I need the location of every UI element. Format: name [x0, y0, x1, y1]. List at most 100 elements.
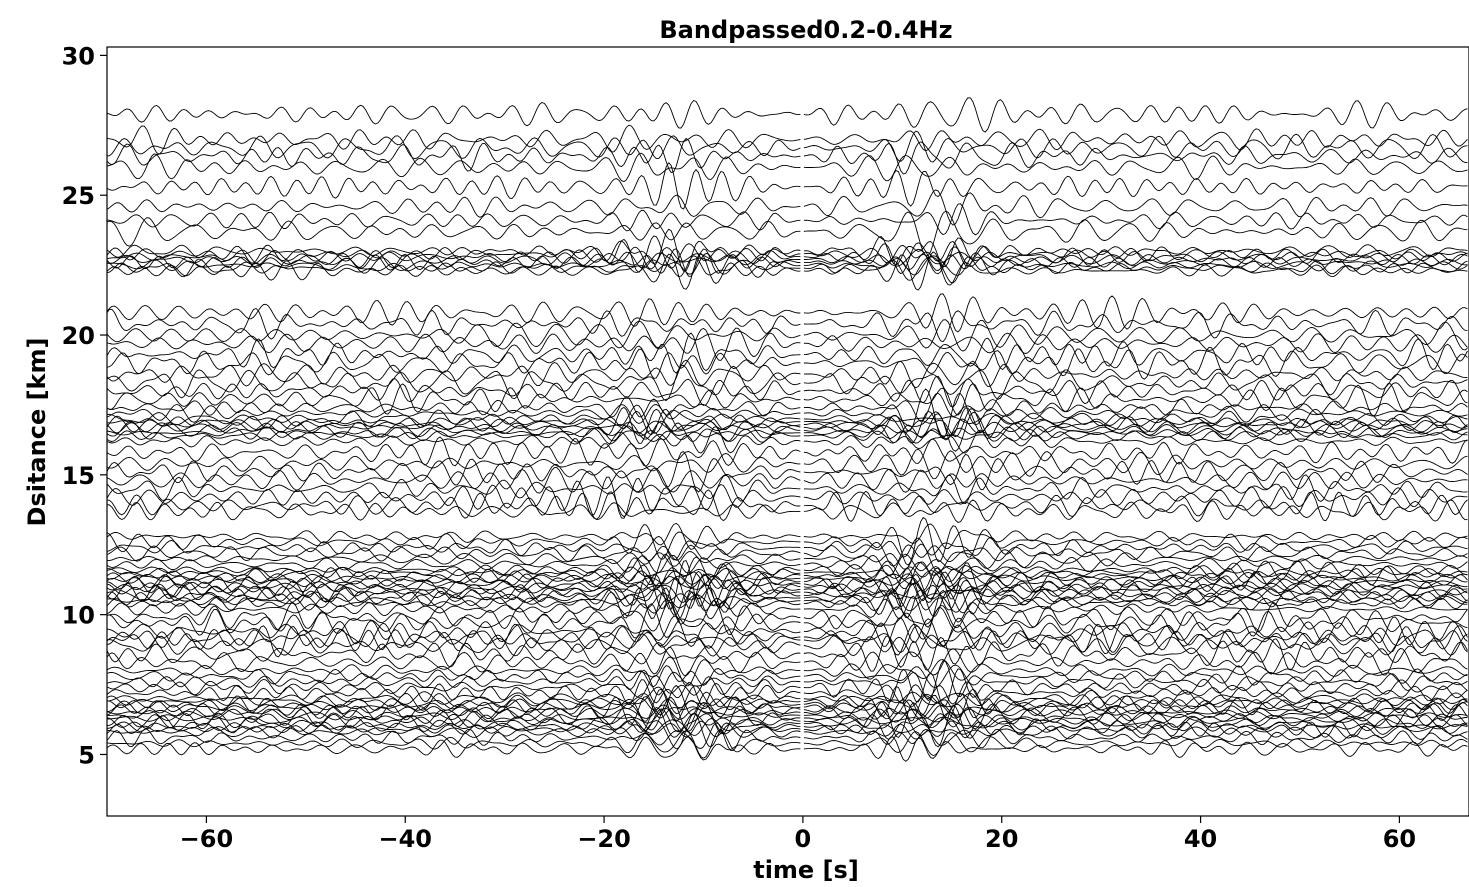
seismic-trace-pos	[803, 728, 1468, 749]
seismic-trace-pos	[803, 256, 1468, 284]
seismic-trace-pos	[803, 536, 1468, 558]
seismic-trace-pos	[803, 579, 1468, 611]
seismic-trace-pos	[803, 623, 1468, 653]
seismic-trace-pos	[803, 407, 1468, 437]
seismic-trace-pos	[803, 332, 1468, 354]
seismic-trace-neg	[106, 235, 801, 273]
seismic-trace-neg	[106, 162, 801, 210]
seismic-trace-neg	[106, 593, 801, 625]
seismic-trace-pos	[803, 703, 1468, 730]
x-axis: −60 −40 −20 0 20 40 60	[180, 816, 1416, 853]
seismic-trace-pos	[803, 565, 1468, 583]
seismic-trace-pos	[803, 369, 1468, 400]
seismic-trace-pos	[803, 128, 1468, 152]
x-axis-label: time [s]	[753, 856, 859, 884]
seismic-trace-neg	[106, 696, 801, 726]
seismic-trace-pos	[803, 388, 1468, 440]
seismic-trace-pos	[803, 375, 1468, 408]
seismic-trace-pos	[803, 246, 1468, 275]
seismic-trace-pos	[803, 562, 1468, 600]
seismic-trace-pos	[803, 410, 1468, 444]
seismic-trace-pos	[803, 686, 1468, 722]
seismic-trace-neg	[106, 378, 801, 406]
seismic-trace-neg	[106, 396, 801, 418]
seismic-trace-pos	[803, 210, 1468, 257]
seismic-trace-neg	[106, 553, 801, 586]
seismic-trace-pos	[803, 97, 1468, 133]
seismic-trace-pos	[803, 346, 1468, 380]
seismic-trace-neg	[106, 560, 801, 610]
seismic-trace-neg	[106, 522, 801, 550]
seismic-trace-neg	[106, 327, 801, 361]
seismic-trace-neg	[106, 404, 801, 424]
seismic-trace-pos	[803, 309, 1468, 343]
seismic-trace-pos	[803, 704, 1468, 721]
seismic-trace-neg	[106, 253, 801, 290]
seismic-trace-neg	[106, 592, 801, 609]
seismic-trace-neg	[106, 467, 801, 494]
seismic-trace-neg	[106, 427, 801, 445]
seismic-trace-pos	[803, 412, 1468, 452]
seismic-trace-neg	[106, 124, 801, 155]
seismic-trace-neg	[106, 137, 801, 174]
seismic-trace-pos	[803, 570, 1468, 587]
seismic-trace-pos	[803, 438, 1468, 465]
seismic-trace-neg	[106, 135, 801, 160]
seismic-trace-pos	[803, 319, 1468, 352]
seismic-trace-neg	[106, 695, 801, 713]
seismic-trace-pos	[803, 474, 1468, 505]
seismic-trace-neg	[106, 642, 801, 668]
seismic-trace-pos	[803, 517, 1468, 566]
seismic-trace-neg	[106, 674, 801, 698]
seismic-trace-pos	[803, 723, 1468, 740]
seismic-trace-pos	[803, 486, 1468, 509]
seismic-trace-pos	[803, 573, 1468, 608]
seismic-trace-neg	[106, 554, 801, 574]
seismic-trace-neg	[106, 563, 801, 589]
seismic-trace-neg	[106, 476, 801, 519]
y-tick-label: 20	[62, 322, 95, 350]
x-tick-label: 20	[985, 825, 1018, 853]
y-tick-label: 10	[62, 602, 95, 630]
seismic-trace-neg	[106, 570, 801, 606]
seismic-trace-pos	[803, 448, 1468, 480]
seismic-trace-pos	[803, 337, 1468, 371]
seismic-trace-neg	[106, 501, 801, 521]
seismic-trace-pos	[803, 170, 1468, 207]
seismic-trace-pos	[803, 468, 1468, 493]
seismic-trace-neg	[106, 600, 801, 635]
seismic-trace-pos	[803, 647, 1468, 676]
seismic-trace-pos	[803, 601, 1468, 633]
y-axis: 5 10 15 20 25 30	[62, 42, 107, 769]
seismic-trace-neg	[106, 701, 801, 735]
seismic-trace-pos	[803, 553, 1468, 577]
seismic-trace-neg	[107, 697, 801, 732]
y-tick-label: 15	[62, 462, 95, 490]
seismic-trace-neg	[106, 615, 801, 647]
y-tick-label: 25	[62, 182, 95, 210]
seismic-trace-neg	[106, 679, 801, 707]
seismic-trace-pos	[803, 692, 1468, 711]
seismic-trace-pos	[803, 571, 1468, 603]
seismic-trace-pos	[803, 635, 1468, 672]
seismic-trace-neg	[106, 669, 801, 696]
seismic-trace-pos	[803, 689, 1468, 707]
seismic-trace-neg	[106, 535, 801, 561]
plot-frame	[106, 46, 1469, 817]
seismic-trace-pos	[803, 582, 1468, 600]
seismic-trace-neg	[106, 217, 801, 247]
seismic-trace-neg	[106, 194, 801, 218]
y-tick-label: 30	[62, 42, 95, 70]
seismic-trace-pos	[803, 568, 1468, 602]
seismic-trace-neg	[106, 100, 801, 129]
x-tick-label: −60	[180, 825, 234, 853]
seismic-trace-pos	[803, 155, 1468, 182]
seismic-trace-neg	[106, 451, 801, 493]
seismic-trace-pos	[803, 589, 1468, 628]
seismic-trace-neg	[106, 489, 801, 522]
seismic-trace-neg	[106, 646, 801, 677]
seismic-trace-neg	[106, 583, 801, 608]
seismic-trace-neg	[106, 359, 801, 387]
seismic-trace-pos	[803, 705, 1468, 748]
seismic-trace-neg	[106, 452, 801, 473]
